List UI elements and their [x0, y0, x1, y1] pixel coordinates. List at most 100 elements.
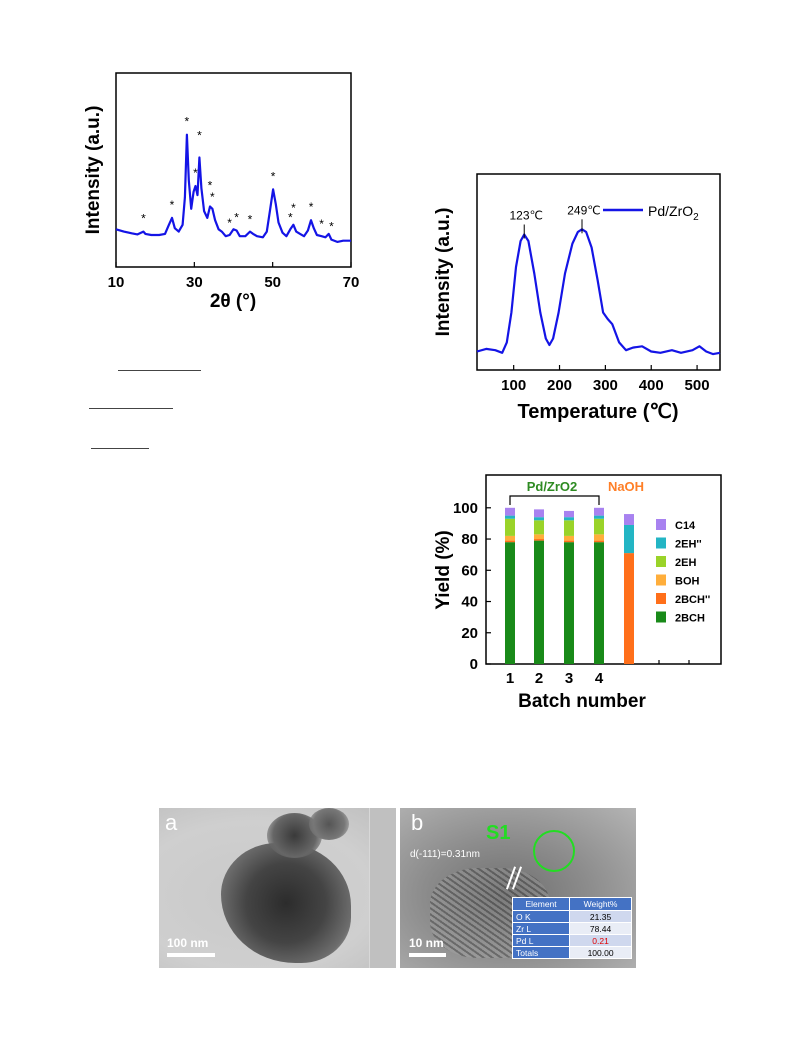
bar-segment	[564, 520, 574, 536]
bar-segment	[594, 515, 604, 519]
tpd-x-tick-label: 400	[639, 377, 664, 394]
xrd-x-tick-label: 70	[343, 274, 360, 291]
yield-y-tick-label: 40	[461, 594, 478, 611]
peak-marker: *	[141, 211, 146, 225]
eds-row: O K 21.35	[511, 910, 632, 923]
bar-segment	[505, 542, 515, 664]
bar-segment	[534, 539, 544, 541]
xrd-x-axis-label: 2θ (°)	[210, 291, 256, 312]
legend-label: 2BCH''	[675, 594, 711, 606]
bar-segment	[505, 540, 515, 543]
eds-element: O K	[511, 910, 571, 923]
bar-segment	[564, 517, 574, 521]
peak-marker: *	[234, 210, 239, 224]
yield-x-tick-label: 1	[506, 670, 514, 687]
peak-marker: *	[319, 217, 324, 231]
yield-y-axis-label: Yield (%)	[433, 530, 454, 610]
yield-y-tick-label: 60	[461, 562, 478, 579]
nanoparticle-cluster	[221, 843, 351, 963]
eds-weight: 78.44	[569, 922, 632, 935]
lattice-label: d(-111)=0.31nm	[410, 849, 480, 860]
tpd-x-tick-label: 500	[685, 377, 710, 394]
bar-segment	[534, 509, 544, 518]
xrd-x-tick-label: 10	[108, 274, 125, 291]
xrd-series-line	[115, 133, 351, 243]
legend-swatch	[656, 556, 666, 567]
bar-segment	[594, 542, 604, 664]
xrd-y-axis-label: Intensity (a.u.)	[83, 106, 104, 235]
peak-marker: *	[329, 219, 334, 233]
bar-segment	[594, 540, 604, 543]
legend-label: 2BCH	[675, 613, 705, 625]
tem-image-a: a 100 nm	[159, 808, 396, 968]
bar-segment	[505, 515, 515, 519]
xrd-x-tick-label: 30	[186, 274, 203, 291]
eds-element: Pd L	[511, 934, 571, 947]
group-bracket	[509, 495, 600, 505]
eds-table-header: Element Weight%	[511, 897, 632, 911]
text-underline	[91, 448, 149, 449]
tpd-x-axis-label: Temperature (℃)	[517, 401, 678, 423]
eds-row: Totals 100.00	[511, 946, 632, 959]
tpd-y-axis-label: Intensity (a.u.)	[433, 208, 454, 337]
nanoparticle-cluster	[309, 808, 349, 840]
yield-y-tick-label: 20	[461, 625, 478, 642]
peak-annotation: 123℃	[509, 209, 543, 223]
text-underline	[118, 370, 201, 371]
peak-marker: *	[170, 198, 175, 212]
eds-element: Totals	[511, 946, 571, 959]
peak-marker: *	[185, 115, 190, 129]
bar-segment	[594, 507, 604, 516]
scale-bar-label: 100 nm	[167, 936, 209, 950]
tem-right-edge	[369, 808, 396, 968]
peak-marker: *	[197, 128, 202, 142]
legend-swatch	[656, 593, 666, 604]
eds-row: Pd L 0.21	[511, 934, 632, 947]
scale-bar	[409, 953, 446, 957]
tem-image-b: b S1 d(-111)=0.31nm 10 nm Element Weight…	[400, 808, 636, 968]
peak-marker: *	[309, 200, 314, 214]
tpd-x-tick-label: 300	[593, 377, 618, 394]
region-label-s1: S1	[486, 822, 511, 844]
legend-label: 2EH''	[675, 539, 702, 551]
bar-segment	[534, 534, 544, 540]
scale-bar	[167, 953, 215, 957]
xrd-chart: 10 30 50 70 ******** * **** ** * 2θ (°) Intensi…	[83, 72, 360, 312]
bar-segment	[505, 518, 515, 536]
panel-letter-b: b	[411, 810, 424, 835]
eds-weight: 21.35	[569, 910, 632, 923]
yield-chart: 0 20 40 60 80 100 1 2 3 4 Pd/ZrO2 NaOH C14 2EH'' 2E…	[433, 474, 722, 712]
bar-segment	[594, 534, 604, 541]
scale-bar-label: 10 nm	[409, 936, 444, 950]
legend-label: C14	[675, 520, 696, 532]
bar-segment	[564, 542, 574, 664]
bar-segment	[534, 520, 544, 535]
peak-marker: *	[248, 213, 253, 227]
bar-segment	[564, 540, 574, 543]
yield-x-tick-label: 2	[535, 670, 543, 687]
xrd-plot-frame	[115, 72, 352, 268]
xrd-x-tick-label: 50	[264, 274, 281, 291]
bar-segment	[594, 518, 604, 535]
tpd-x-tick-label: 100	[501, 377, 526, 394]
peak-marker: *	[291, 201, 296, 215]
eds-row: Zr L 78.44	[511, 922, 632, 935]
bar-segment	[564, 535, 574, 541]
bar-segment	[505, 535, 515, 541]
legend-label: BOH	[675, 576, 700, 588]
peak-marker: *	[227, 216, 232, 230]
legend-swatch	[656, 519, 666, 530]
eds-weight: 100.00	[569, 946, 632, 959]
eds-element: Zr L	[511, 922, 571, 935]
peak-marker: *	[210, 190, 215, 204]
yield-x-tick-label: 4	[595, 670, 604, 687]
yield-x-axis-label: Batch number	[518, 691, 646, 712]
bar-segment	[534, 540, 544, 664]
text-underline	[89, 408, 173, 409]
bar-segment	[624, 524, 634, 554]
bar-segment	[564, 510, 574, 518]
peak-marker: *	[271, 169, 276, 183]
selection-circle	[533, 830, 575, 872]
yield-y-tick-label: 0	[470, 656, 478, 673]
tpd-chart: 100 200 300 400 500 123℃ 249℃ Pd/ZrO2 Tempera…	[433, 173, 721, 423]
